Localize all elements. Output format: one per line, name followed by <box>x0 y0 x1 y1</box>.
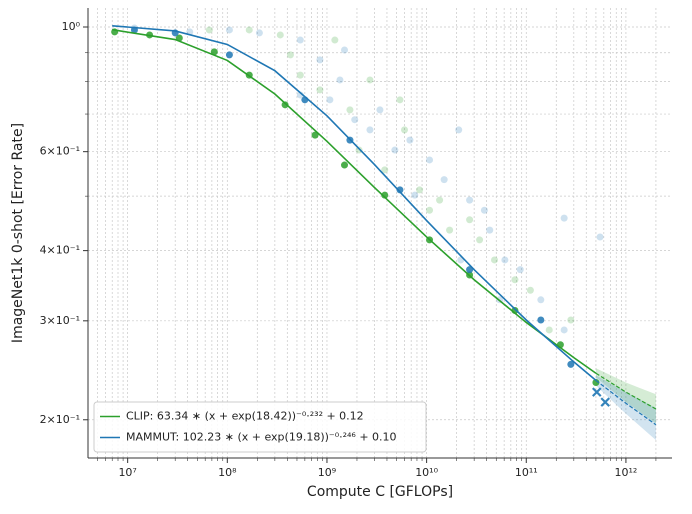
point <box>286 51 294 59</box>
point <box>411 191 419 199</box>
point <box>391 146 399 154</box>
point <box>511 276 519 284</box>
x-tick-label: 10⁹ <box>318 466 336 479</box>
point <box>491 256 499 264</box>
y-tick-label: 3×10⁻¹ <box>40 314 80 327</box>
point <box>366 126 374 134</box>
point <box>341 161 349 169</box>
point <box>537 296 545 304</box>
confidence-band <box>595 368 656 424</box>
x-tick-label: 10⁷ <box>118 466 136 479</box>
point <box>381 191 389 199</box>
point <box>516 266 524 274</box>
point <box>567 360 575 368</box>
point <box>560 326 568 334</box>
legend <box>93 401 427 453</box>
point <box>331 36 339 44</box>
point <box>311 131 319 139</box>
point <box>466 216 474 224</box>
fit-line <box>112 24 597 382</box>
y-tick-label: 10⁰ <box>62 20 81 33</box>
x-tick-label: 10⁸ <box>218 466 237 479</box>
point <box>346 106 354 114</box>
point <box>316 56 324 64</box>
point <box>401 126 409 134</box>
point <box>316 86 324 94</box>
point <box>245 26 253 34</box>
point <box>440 176 448 184</box>
point <box>336 76 344 84</box>
point <box>416 186 424 194</box>
point <box>426 156 434 164</box>
point <box>596 233 604 241</box>
point <box>281 101 289 109</box>
point <box>446 226 454 234</box>
point <box>255 29 263 37</box>
y-axis-title: ImageNet1k 0-shot [Error Rate] <box>10 123 26 343</box>
y-tick-label: 2×10⁻¹ <box>40 413 80 426</box>
point <box>326 96 334 104</box>
point <box>376 106 384 114</box>
x-axis-title: Compute C [GFLOPs] <box>307 484 453 500</box>
legend-label: CLIP: 63.34 ∗ (x + exp(18.42))⁻⁰·²³² + 0… <box>126 410 364 423</box>
point <box>486 226 494 234</box>
point <box>296 36 304 44</box>
y-tick-label: 6×10⁻¹ <box>40 145 80 158</box>
point <box>355 146 363 154</box>
point <box>406 136 414 144</box>
point <box>225 26 233 34</box>
point <box>381 166 389 174</box>
point <box>545 326 553 334</box>
point <box>592 379 600 387</box>
legend-label: MAMMUT: 102.23 ∗ (x + exp(19.18))⁻⁰·²⁴⁶ … <box>126 431 397 444</box>
point <box>276 31 284 39</box>
x-tick-label: 10¹² <box>615 466 638 479</box>
point <box>426 206 434 214</box>
point <box>396 186 404 194</box>
point-marker <box>600 397 611 407</box>
point <box>560 214 568 222</box>
point <box>341 46 349 54</box>
point <box>501 256 509 264</box>
point <box>351 116 359 124</box>
point <box>526 286 534 294</box>
point <box>366 76 374 84</box>
x-tick-label: 10¹⁰ <box>415 466 438 479</box>
point <box>480 206 488 214</box>
point <box>466 196 474 204</box>
point <box>476 236 484 244</box>
point-marker <box>592 387 602 397</box>
point <box>436 196 444 204</box>
point <box>396 96 404 104</box>
point <box>466 266 474 274</box>
point <box>537 316 545 324</box>
extrapolation-line <box>595 379 657 426</box>
x-tick-label: 10¹¹ <box>515 466 538 479</box>
point <box>296 71 304 79</box>
point <box>567 316 575 324</box>
point <box>225 51 233 59</box>
point <box>205 26 213 34</box>
y-tick-label: 4×10⁻¹ <box>40 244 80 257</box>
point <box>455 126 463 134</box>
